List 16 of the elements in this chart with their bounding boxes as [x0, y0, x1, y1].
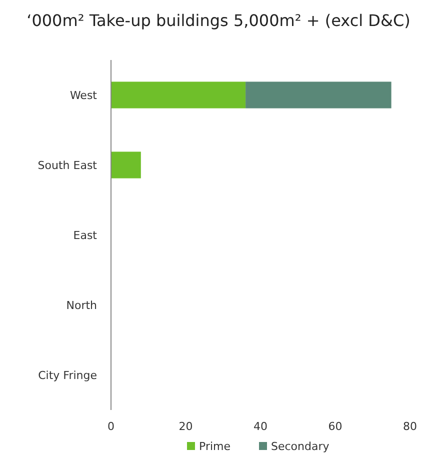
x-tick-label: 60 — [328, 420, 342, 433]
bar — [111, 152, 141, 178]
bar — [111, 82, 246, 108]
y-tick-label: North — [66, 298, 98, 312]
x-tick-label: 80 — [403, 420, 417, 433]
legend-label: Prime — [199, 440, 231, 453]
y-tick-label: East — [73, 228, 98, 242]
y-tick-label: West — [70, 88, 98, 102]
bar — [246, 82, 392, 108]
x-tick-label: 20 — [178, 420, 193, 433]
legend-label: Secondary — [271, 440, 330, 453]
x-tick-label: 0 — [108, 420, 114, 433]
x-tick-label: 40 — [254, 420, 268, 433]
y-tick-label: South East — [38, 158, 98, 172]
y-tick-label: City Fringe — [38, 368, 98, 382]
chart-title: ‘000m² Take-up buildings 5,000m² + (excl D&C) — [26, 11, 410, 30]
